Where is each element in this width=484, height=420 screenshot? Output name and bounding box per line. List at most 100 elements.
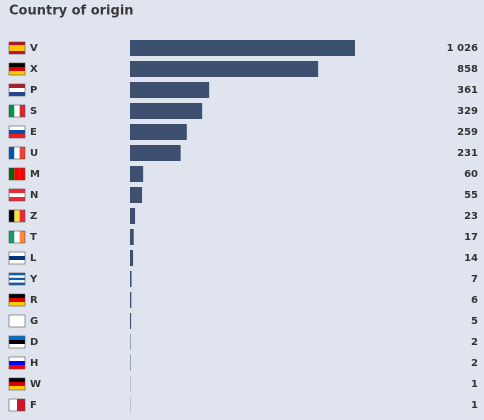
flag-stripe xyxy=(9,256,25,260)
flag-stripe xyxy=(9,321,25,327)
flag-stripe xyxy=(9,340,25,344)
flag-border xyxy=(8,356,26,370)
flag-border xyxy=(8,398,26,412)
flag-icon xyxy=(8,83,26,97)
category-label: F xyxy=(30,400,37,411)
flag-border xyxy=(8,188,26,202)
flag-stripe xyxy=(9,361,25,365)
flag-stripe xyxy=(9,71,25,75)
category-label: D xyxy=(30,337,38,348)
value-label: 7 xyxy=(471,274,478,285)
flag-stripe xyxy=(9,252,25,256)
flag-icon xyxy=(8,356,26,370)
bar xyxy=(130,82,210,98)
flag-icon xyxy=(8,188,26,202)
flag-stripe xyxy=(9,134,25,138)
flag-stripe xyxy=(9,302,25,306)
flag-icon xyxy=(8,251,26,265)
flag-stripe xyxy=(17,399,25,411)
flag-stripe xyxy=(19,147,25,159)
flag-stripe xyxy=(9,193,25,197)
bar xyxy=(130,271,132,287)
flag-stripe xyxy=(19,210,25,222)
category-label: H xyxy=(30,358,38,369)
flag-stripe xyxy=(19,105,25,117)
flag-stripe xyxy=(14,231,20,243)
flag-stripe xyxy=(9,282,25,285)
flag-border xyxy=(8,167,26,181)
flag-stripe xyxy=(9,399,17,411)
flag-icon xyxy=(8,293,26,307)
flag-icon xyxy=(8,209,26,223)
flag-border xyxy=(8,104,26,118)
category-label: T xyxy=(30,232,37,243)
bar xyxy=(130,166,144,182)
flag-stripe xyxy=(9,294,25,298)
flag-stripe xyxy=(9,357,25,361)
category-label: E xyxy=(30,127,37,138)
flag-border xyxy=(8,230,26,244)
value-label: 1 xyxy=(471,379,478,390)
value-label: 259 xyxy=(457,127,478,138)
flag-icon xyxy=(8,146,26,160)
category-label: R xyxy=(30,295,38,306)
flag-icon xyxy=(8,377,26,391)
value-label: 55 xyxy=(464,190,478,201)
flag-border xyxy=(8,209,26,223)
flag-stripe xyxy=(9,210,15,222)
flag-icon xyxy=(8,41,26,55)
category-label: P xyxy=(30,85,37,96)
flag-stripe xyxy=(9,45,25,48)
value-label: 858 xyxy=(457,64,478,75)
bar xyxy=(130,40,355,56)
flag-border xyxy=(8,377,26,391)
value-label: 1 xyxy=(471,400,478,411)
value-label: 1 026 xyxy=(447,43,478,54)
flag-stripe xyxy=(9,277,25,281)
category-label: X xyxy=(30,64,38,75)
flag-icon xyxy=(8,104,26,118)
flag-border xyxy=(8,293,26,307)
flag-stripe xyxy=(9,336,25,340)
flag-stripe xyxy=(9,51,25,54)
flag-stripe xyxy=(9,298,25,302)
flag-icon xyxy=(8,398,26,412)
flag-border xyxy=(8,272,26,286)
flag-stripe xyxy=(14,168,20,180)
flag-border xyxy=(8,335,26,349)
flag-icon xyxy=(8,167,26,181)
bar xyxy=(130,124,187,140)
value-label: 361 xyxy=(457,85,478,96)
flag-stripe xyxy=(19,231,25,243)
value-label: 17 xyxy=(464,232,478,243)
value-label: 329 xyxy=(457,106,478,117)
category-label: Y xyxy=(29,274,38,285)
bar xyxy=(130,292,132,308)
flag-stripe xyxy=(9,130,25,134)
flag-stripe xyxy=(9,273,25,276)
flag-stripe xyxy=(9,382,25,386)
category-label: M xyxy=(30,169,40,180)
flag-stripe xyxy=(9,126,25,130)
flag-stripe xyxy=(9,344,25,348)
bar xyxy=(130,250,134,266)
value-label: 60 xyxy=(464,169,478,180)
flag-stripe xyxy=(19,168,25,180)
category-label: S xyxy=(30,106,37,117)
category-label: G xyxy=(30,316,38,327)
flag-stripe xyxy=(9,168,15,180)
flag-icon xyxy=(8,272,26,286)
flag-stripe xyxy=(9,42,25,45)
flag-stripe xyxy=(9,189,25,193)
flag-border xyxy=(8,62,26,76)
value-label: 231 xyxy=(457,148,478,159)
bar xyxy=(130,103,203,119)
flag-stripe xyxy=(9,48,25,51)
category-label: V xyxy=(30,43,38,54)
bar xyxy=(130,145,181,161)
category-label: U xyxy=(30,148,38,159)
bar xyxy=(130,313,132,329)
value-label: 2 xyxy=(471,358,478,369)
category-label: W xyxy=(30,379,41,390)
